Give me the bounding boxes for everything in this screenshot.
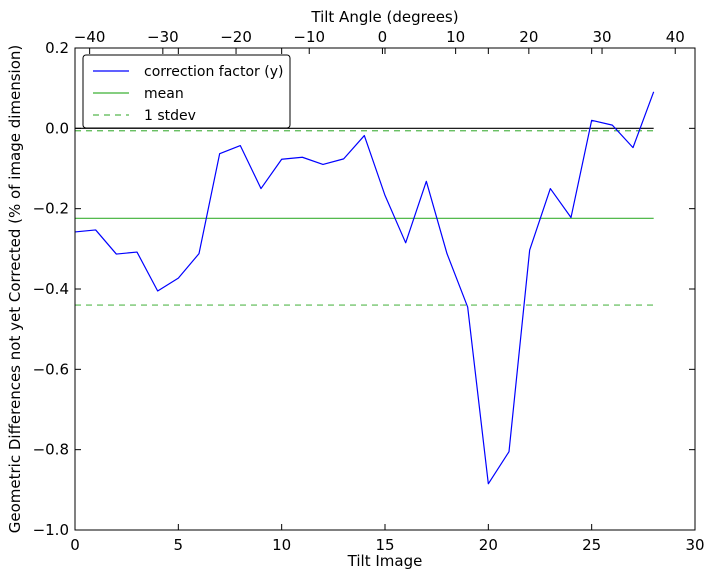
top-x-tick-label: −40 [74,28,106,46]
top-x-tick-label: −10 [293,28,325,46]
y-tick-label: −0.6 [33,360,69,378]
top-x-axis-title: Tilt Angle (degrees) [310,8,458,26]
x-tick-label: 30 [685,536,704,554]
top-x-tick-label: 30 [592,28,611,46]
legend-label-stdev: 1 stdev [144,108,196,124]
top-x-tick-label: 0 [378,28,388,46]
legend-label-correction-factor: correction factor (y) [144,64,283,80]
x-tick-label: 5 [174,536,184,554]
x-tick-label: 10 [272,536,291,554]
top-x-tick-label: −30 [147,28,179,46]
legend-box [82,54,291,129]
top-x-tick-label: −20 [220,28,252,46]
y-tick-label: −0.8 [33,441,69,459]
legend-label-mean: mean [144,86,184,102]
y-axis-title: Geometric Differences not yet Corrected … [6,45,24,534]
x-axis-title: Tilt Image [347,552,423,570]
legend: correction factor (y) mean 1 stdev [82,54,291,129]
y-tick-label: −0.2 [33,200,69,218]
x-tick-label: 0 [70,536,80,554]
top-x-tick-label: 40 [666,28,685,46]
axis-ticks: 0 5 10 15 20 25 30 −1.0 −0.8 −0.6 −0.4 −0.2 0.0 0.2 −4… [33,28,705,554]
x-tick-label: 25 [582,536,601,554]
y-tick-label: −0.4 [33,280,69,298]
top-x-tick-label: 10 [446,28,465,46]
y-tick-label: −1.0 [33,521,69,539]
y-tick-label: 0.2 [45,39,69,57]
x-tick-label: 15 [375,536,394,554]
top-x-tick-label: 20 [519,28,538,46]
series-correction-factor-line [74,91,655,485]
y-tick-label: 0.0 [45,119,69,137]
x-tick-label: 20 [479,536,498,554]
